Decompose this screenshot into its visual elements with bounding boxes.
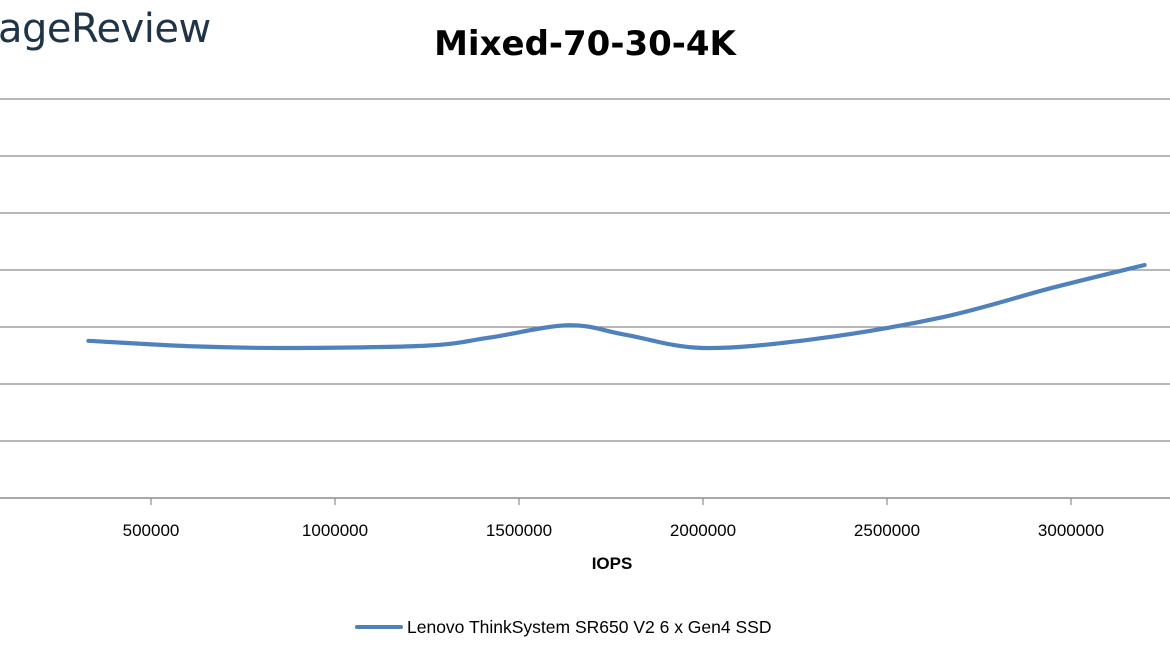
legend-label: Lenovo ThinkSystem SR650 V2 6 x Gen4 SSD: [407, 616, 772, 637]
x-tick-label: 3000000: [1038, 521, 1104, 540]
x-tick-label: 2500000: [854, 521, 920, 540]
x-tick-labels: 500000 1000000 1500000 2000000 2500000 300000…: [123, 521, 1104, 540]
legend-swatch: [355, 625, 403, 629]
series-layer: [86, 262, 1147, 351]
x-axis-title: IOPS: [591, 554, 633, 573]
gridlines: [0, 98, 1170, 442]
x-tick-label: 1500000: [486, 521, 552, 540]
series-line: [86, 262, 1147, 351]
chart-title: Mixed-70-30-4K: [434, 24, 736, 64]
x-tick-label: 2000000: [670, 521, 736, 540]
axes: [0, 497, 1170, 505]
x-tick-label: 1000000: [302, 521, 368, 540]
legend: Lenovo ThinkSystem SR650 V2 6 x Gen4 SSD: [355, 615, 771, 639]
storagereview-logo: ageReview: [0, 6, 211, 52]
x-tick-label: 500000: [123, 521, 180, 540]
